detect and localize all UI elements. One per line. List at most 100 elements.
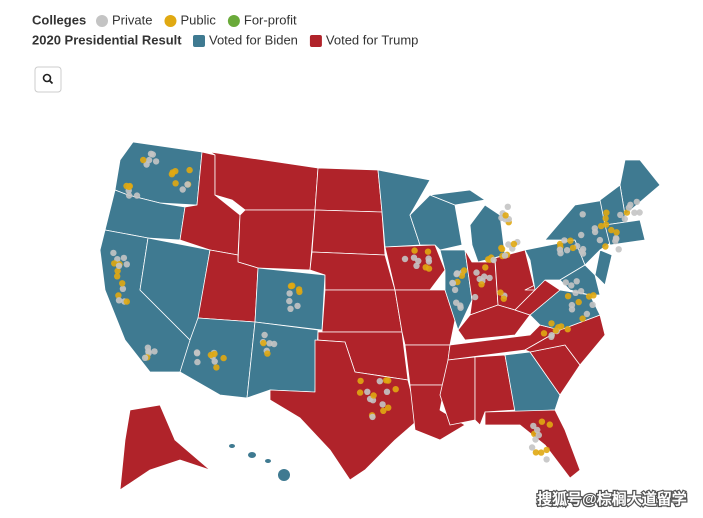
legend-swatch [164, 15, 177, 27]
college-dot [179, 186, 186, 193]
state [311, 209, 386, 256]
college-dot [370, 392, 377, 399]
college-dot [369, 413, 376, 421]
college-dot [172, 180, 179, 187]
college-dot [613, 229, 620, 236]
college-dot [115, 292, 122, 299]
college-dot [500, 295, 507, 302]
college-dot [145, 348, 152, 355]
college-dot [473, 269, 480, 276]
college-dot [111, 260, 118, 267]
college-dot [481, 273, 488, 280]
college-dot [260, 339, 267, 347]
college-dot [453, 270, 460, 278]
legend-label: Voted for Trump [326, 32, 419, 47]
legend-swatch [193, 35, 205, 47]
college-dot [528, 444, 536, 451]
search-box[interactable] [34, 66, 62, 93]
college-dot [119, 285, 127, 292]
college-dot [133, 192, 141, 199]
college-dot [504, 203, 511, 210]
state [594, 249, 613, 286]
states [99, 141, 661, 491]
college-dot [413, 262, 420, 269]
college-dot [411, 247, 418, 254]
college-dot [410, 254, 418, 261]
island [229, 444, 235, 448]
college-dot [603, 209, 610, 216]
college-dot [568, 301, 576, 309]
college-dot [152, 158, 160, 165]
college-dot [369, 397, 377, 404]
state [321, 289, 403, 333]
college-dot [261, 331, 268, 339]
state [229, 444, 290, 481]
island [278, 469, 290, 481]
state [314, 167, 383, 213]
college-dot [569, 244, 577, 252]
college-dot [392, 386, 399, 393]
college-dot [125, 192, 133, 199]
legend-label: Voted for Biden [209, 32, 298, 47]
college-dot [572, 289, 579, 296]
state [504, 351, 561, 413]
college-dot [585, 293, 593, 300]
college-dot [568, 282, 575, 289]
college-dot [578, 248, 585, 255]
college-dot [294, 302, 301, 310]
college-dot [264, 350, 271, 357]
college-dot [449, 280, 457, 287]
college-dot [617, 211, 624, 219]
college-dot [615, 246, 622, 253]
legend-label: Public [180, 12, 216, 27]
legend-label: Private [112, 12, 152, 27]
college-dot [538, 449, 545, 456]
college-dot [589, 301, 596, 308]
college-dot [193, 349, 201, 356]
college-dot [422, 264, 429, 271]
college-dot [543, 456, 550, 463]
college-dot [597, 222, 605, 230]
college-dot [578, 231, 585, 239]
college-dot [486, 274, 493, 282]
legend-label: For-profit [244, 12, 297, 27]
college-dot [573, 278, 580, 285]
college-dot [356, 389, 364, 396]
college-dot [123, 298, 130, 305]
college-dot [561, 237, 568, 244]
legend-title: 2020 Presidential Result [32, 32, 182, 47]
college-dot [211, 350, 218, 358]
college-dot [379, 401, 386, 408]
college-dot [612, 237, 619, 245]
college-dot [457, 302, 464, 309]
college-dot [424, 248, 432, 255]
college-dot [631, 209, 638, 216]
college-dot [505, 241, 512, 248]
college-dot [497, 289, 504, 296]
college-dot [357, 377, 364, 385]
college-dot [114, 273, 121, 280]
state [237, 209, 316, 271]
college-dot [621, 215, 628, 223]
search-button[interactable] [34, 66, 62, 93]
college-dot [451, 286, 459, 294]
college-dot [548, 320, 555, 327]
college-dot [482, 264, 489, 271]
college-dot [401, 255, 409, 263]
college-dot [270, 340, 278, 348]
college-dot [143, 161, 150, 168]
college-dot [633, 198, 640, 206]
college-dot [602, 221, 610, 228]
college-dot [125, 183, 133, 190]
college-dot [376, 378, 383, 385]
college-dot [540, 330, 548, 337]
search-icon[interactable] [48, 79, 54, 85]
search-icon[interactable] [42, 73, 52, 83]
college-dot [562, 279, 569, 286]
college-dot [286, 290, 293, 297]
college-dot [478, 281, 485, 288]
college-dot [591, 225, 598, 232]
college-dot [627, 201, 634, 208]
college-dot [567, 237, 574, 244]
